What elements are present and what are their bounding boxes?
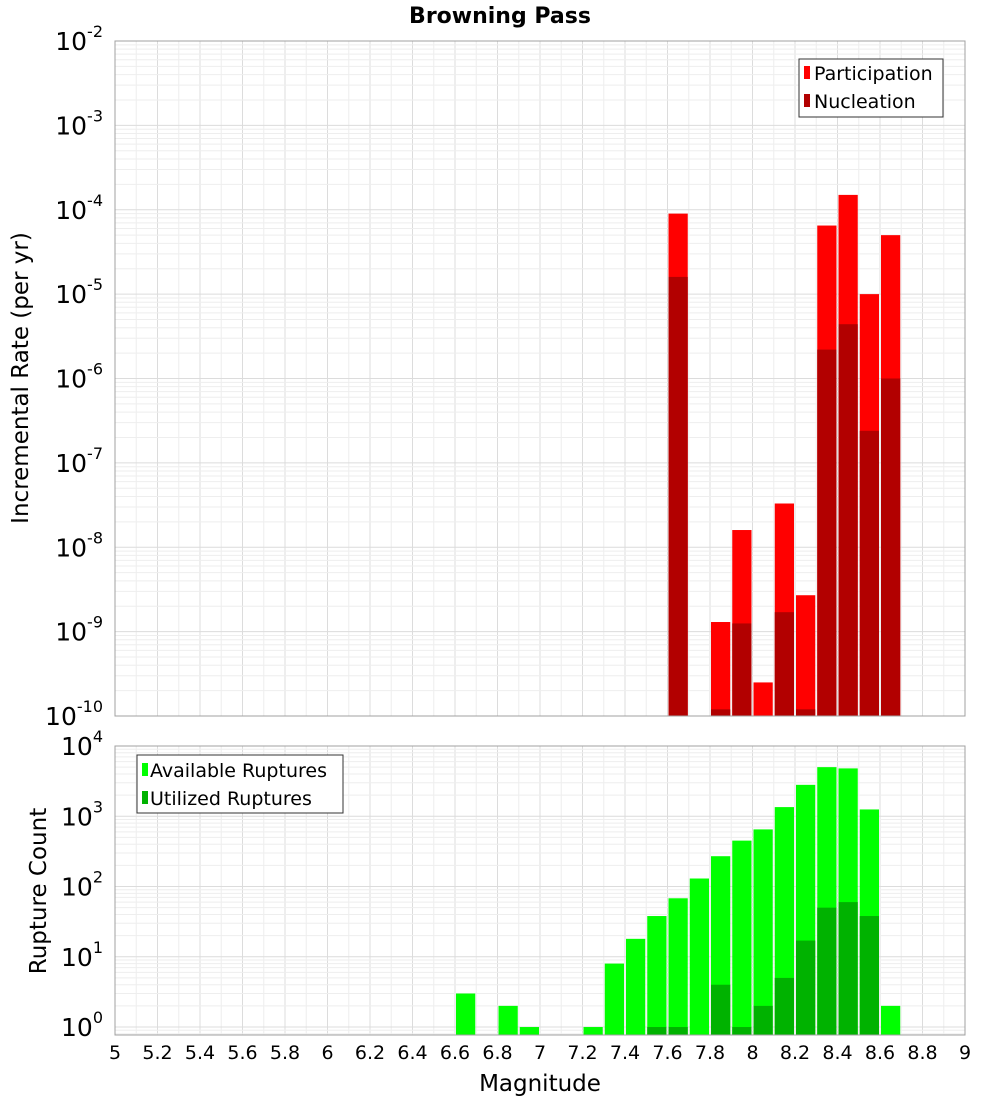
x-tick-label: 5.6 — [227, 1042, 257, 1064]
top-legend-box — [798, 58, 944, 118]
bottom-bar-series2 — [774, 977, 794, 1035]
x-axis-label: Magnitude — [479, 1071, 601, 1097]
top-bar-series2 — [774, 612, 794, 716]
top-bar-series1 — [711, 622, 731, 716]
x-tick-label: 8.6 — [865, 1042, 895, 1064]
bottom-y-tick-label: 102 — [61, 868, 103, 902]
bottom-y-tick-label: 101 — [61, 938, 103, 972]
legend-swatch-nucleation — [804, 94, 810, 107]
top-bar-series2 — [711, 709, 731, 716]
bottom-plot-frame — [114, 745, 966, 1036]
x-tick-label: 6.2 — [355, 1042, 385, 1064]
top-y-tick-label: 10-9 — [55, 613, 103, 647]
bottom-bar-series1 — [583, 1027, 603, 1035]
top-bar-series2 — [668, 276, 688, 716]
bottom-y-tick-label: 103 — [61, 797, 103, 831]
bottom-bar-series1 — [732, 840, 752, 1035]
x-tick-label: 6.8 — [482, 1042, 512, 1064]
chart-title: Browning Pass — [409, 4, 591, 29]
bottom-bar-series2 — [711, 984, 731, 1035]
legend-swatch-participation — [804, 66, 810, 79]
top-y-tick-label: 10-3 — [55, 106, 103, 140]
legend-label-nucleation: Nucleation — [814, 91, 916, 113]
bottom-bar-series1 — [519, 1027, 539, 1035]
x-tick-label: 5.8 — [270, 1042, 300, 1064]
top-bar-series1 — [796, 595, 816, 716]
top-y-tick-label: 10-6 — [55, 360, 103, 394]
top-bar-series2 — [881, 378, 901, 716]
bottom-legend-box — [136, 754, 344, 814]
top-y-tick-label: 10-8 — [55, 528, 103, 562]
x-tick-label: 6.4 — [397, 1042, 427, 1064]
bottom-y-tick-label: 100 — [61, 1008, 103, 1042]
bottom-bar-series1 — [647, 916, 667, 1035]
x-tick-labels: 5 5.2 5.4 5.6 5.8 6 6.2 6.4 6.6 6.8 7 7.2 7.4 7.6 7.8 8… — [109, 1042, 971, 1064]
bottom-bar-series2 — [732, 1027, 752, 1035]
top-y-tick-label: 10-7 — [55, 444, 103, 478]
bottom-plot: 100 101 102 103 104 5 5.2 5.4 5.6 5.8 6 6.2 6.4 6.6 6… — [26, 727, 971, 1097]
bottom-bar-series2 — [668, 1027, 688, 1035]
legend-label-utilized: Utilized Ruptures — [150, 788, 312, 810]
bottom-bar-series2 — [796, 940, 816, 1035]
x-tick-label: 7.4 — [610, 1042, 640, 1064]
bottom-bar-series2 — [817, 907, 837, 1035]
x-tick-label: 7.8 — [695, 1042, 725, 1064]
bottom-bar-series1 — [668, 898, 688, 1035]
bottom-bar-series1 — [881, 1005, 901, 1035]
bottom-y-tick-label: 104 — [61, 727, 103, 761]
top-plot-frame — [114, 40, 966, 717]
top-plot-gridlines — [115, 40, 965, 717]
x-tick-label: 5 — [109, 1042, 121, 1064]
top-y-tick-label: 10-2 — [55, 22, 103, 56]
top-y-tick-label: 10-5 — [55, 275, 103, 309]
bottom-bar-series1 — [498, 1005, 518, 1035]
bottom-y-tick-labels: 100 101 102 103 104 — [61, 727, 103, 1042]
top-bar-series2 — [796, 709, 816, 716]
x-tick-label: 5.2 — [142, 1042, 172, 1064]
bottom-bar-series1 — [689, 878, 709, 1035]
top-plot: 10-10 10-9 10-8 10-7 10-6 10-5 10-4 10-3 10-2 In… — [8, 22, 966, 731]
x-tick-label: 9 — [959, 1042, 971, 1064]
top-plot-bars — [668, 194, 901, 717]
top-y-tick-label: 10-10 — [45, 697, 103, 731]
x-tick-label: 7 — [534, 1042, 546, 1064]
top-bar-series2 — [817, 349, 837, 716]
legend-swatch-available — [142, 763, 148, 776]
bottom-legend: Available Ruptures Utilized Ruptures — [136, 754, 344, 814]
bottom-bar-series2 — [647, 1027, 667, 1035]
legend-swatch-utilized — [142, 791, 148, 804]
x-tick-label: 7.2 — [567, 1042, 597, 1064]
bottom-bar-series1 — [626, 938, 646, 1035]
bottom-bar-series2 — [838, 902, 858, 1035]
top-bar-series1 — [753, 682, 773, 716]
bottom-bar-series2 — [753, 1005, 773, 1035]
bottom-bar-series1 — [456, 993, 476, 1035]
legend-label-available: Available Ruptures — [150, 760, 327, 782]
top-y-tick-labels: 10-10 10-9 10-8 10-7 10-6 10-5 10-4 10-3 10-2 — [45, 22, 103, 731]
top-bar-series2 — [838, 324, 858, 716]
bottom-y-axis-label: Rupture Count — [26, 808, 52, 974]
bottom-bar-series2 — [859, 916, 879, 1035]
top-y-tick-label: 10-4 — [55, 191, 103, 225]
x-tick-label: 8.2 — [780, 1042, 810, 1064]
bottom-bar-series1 — [753, 829, 773, 1035]
top-y-axis-label: Incremental Rate (per yr) — [8, 232, 34, 524]
x-tick-label: 7.6 — [652, 1042, 682, 1064]
bottom-bar-series1 — [604, 963, 624, 1035]
x-tick-label: 6 — [321, 1042, 333, 1064]
x-tick-label: 8 — [746, 1042, 758, 1064]
legend-label-participation: Participation — [814, 63, 933, 85]
top-bar-series2 — [732, 623, 752, 716]
top-bar-series2 — [859, 430, 879, 716]
x-tick-label: 6.6 — [440, 1042, 470, 1064]
x-tick-label: 8.8 — [907, 1042, 937, 1064]
x-tick-label: 5.4 — [185, 1042, 215, 1064]
bottom-plot-bars — [456, 767, 901, 1035]
x-tick-label: 8.4 — [822, 1042, 852, 1064]
top-legend: Participation Nucleation — [798, 58, 944, 118]
